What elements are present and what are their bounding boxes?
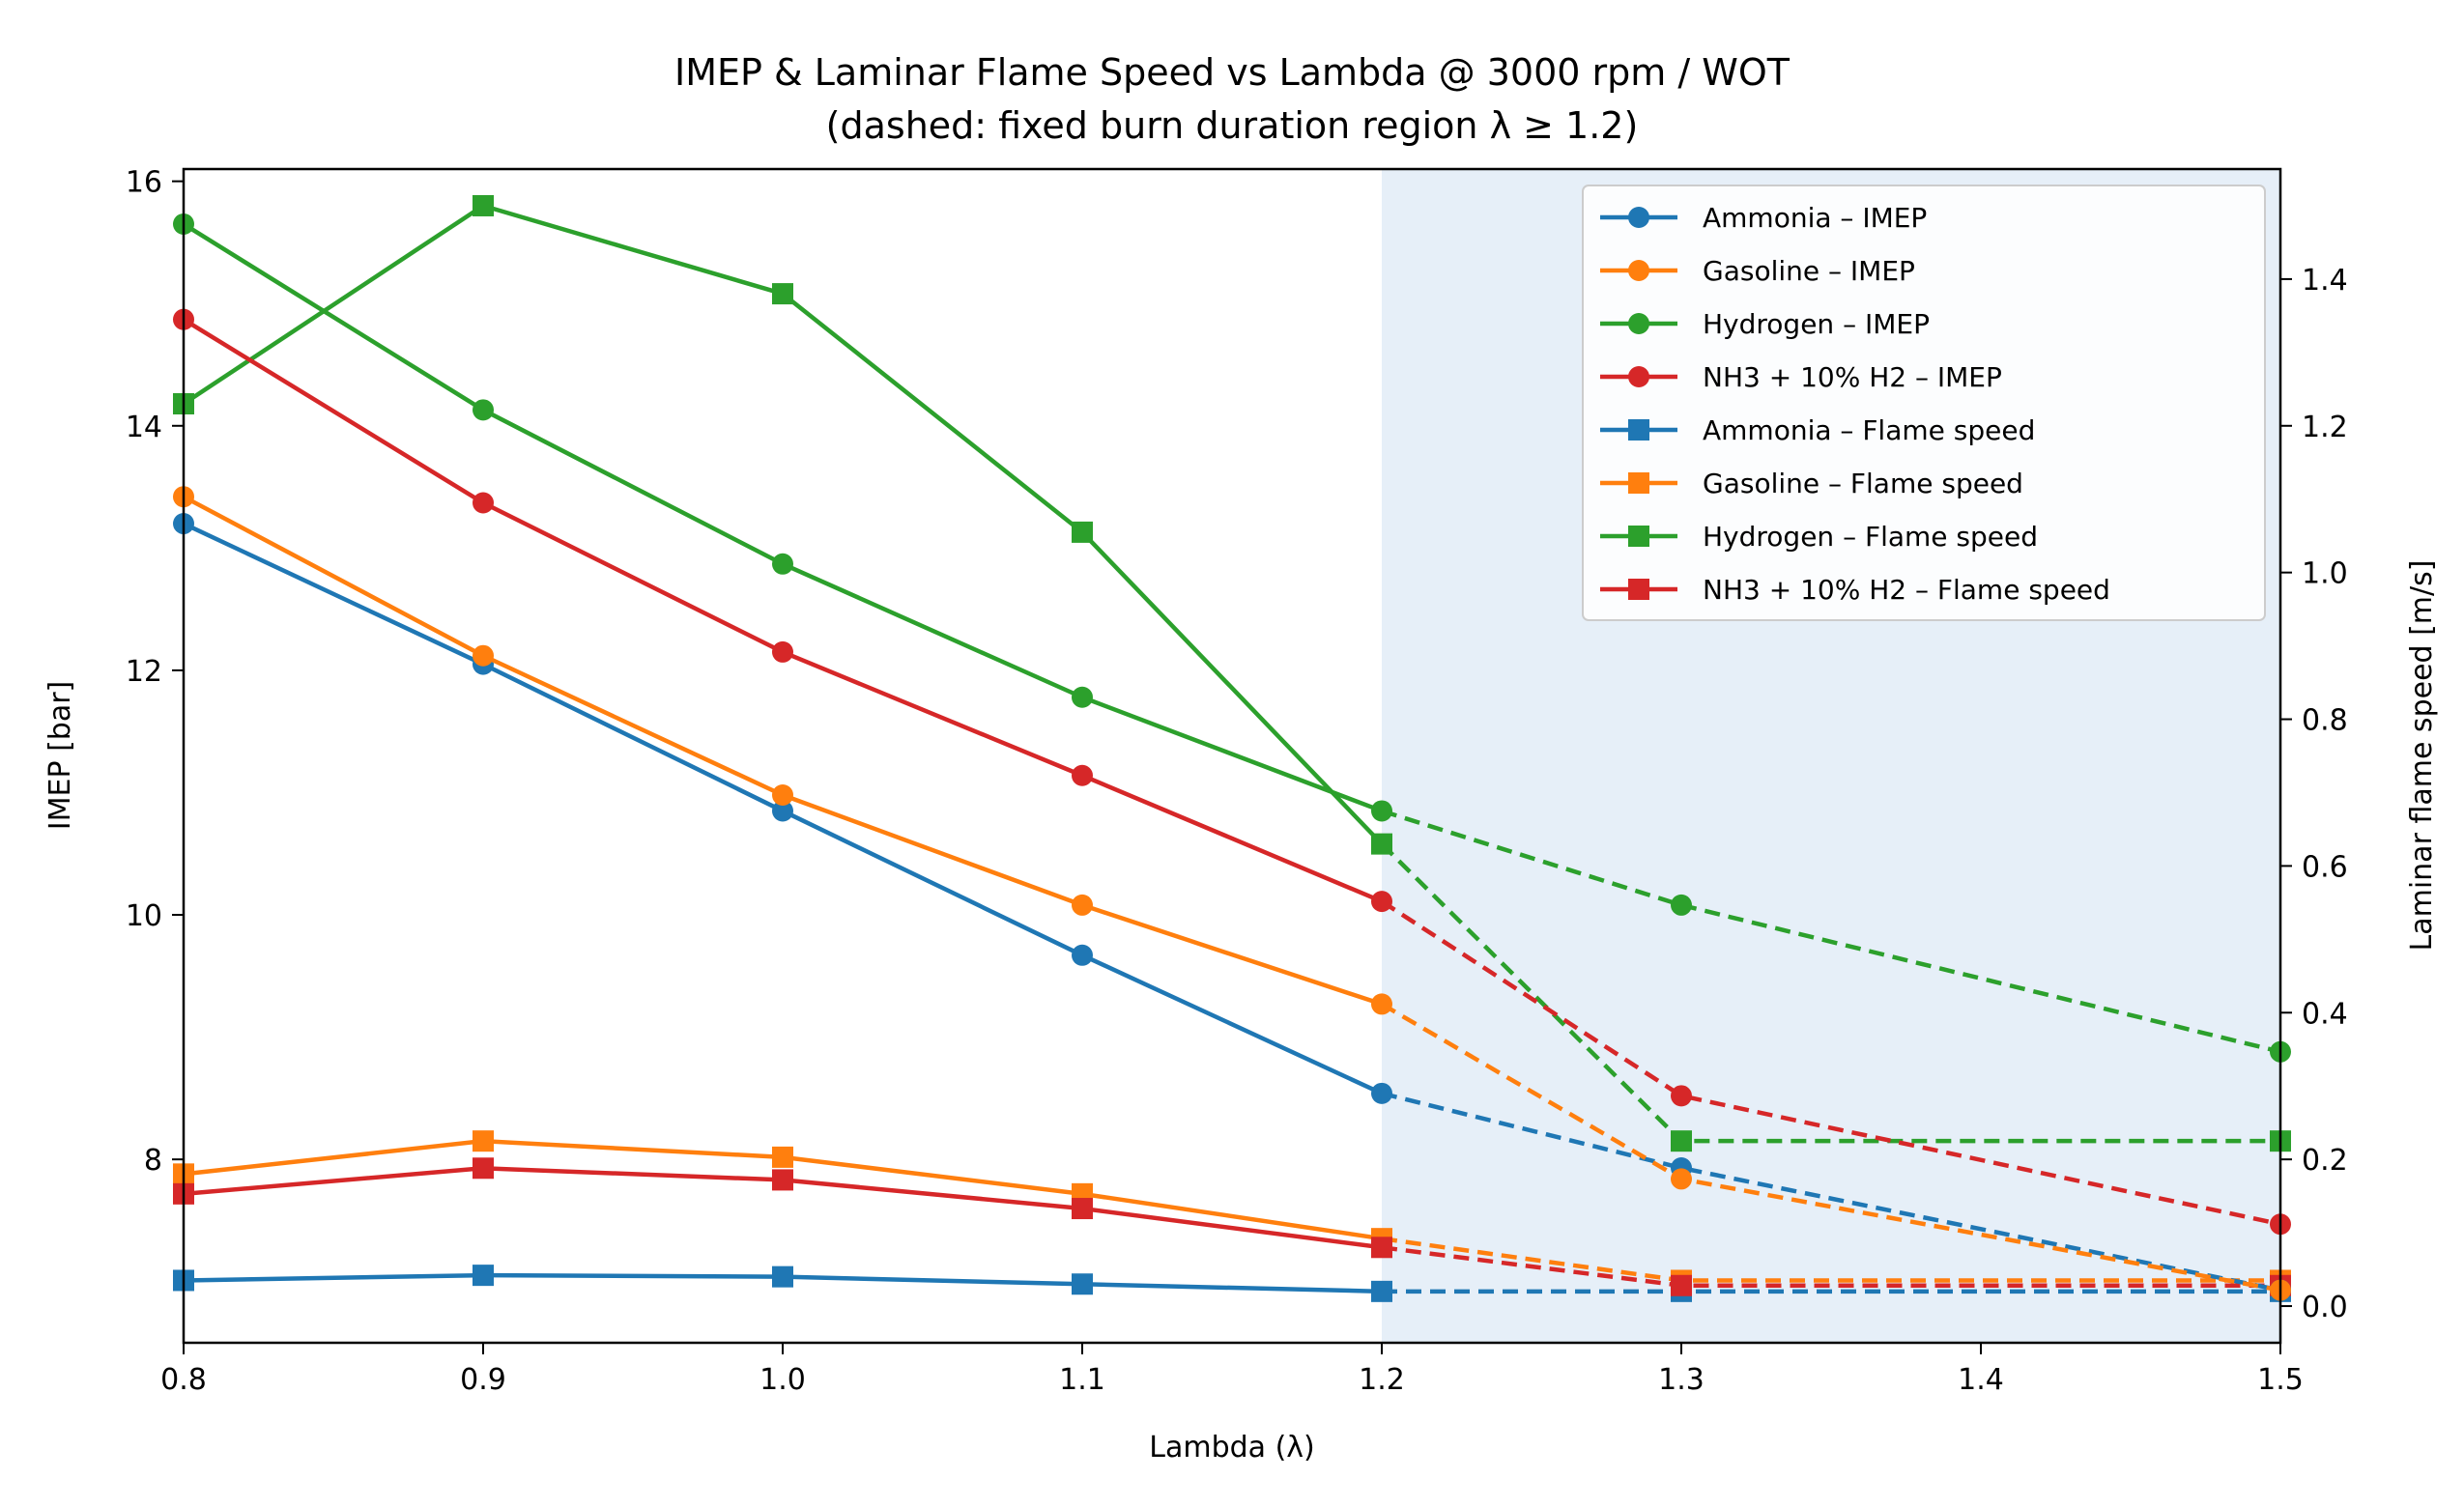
chart-title: IMEP & Laminar Flame Speed vs Lambda @ 3…: [674, 51, 1791, 94]
x-axis-label: Lambda (λ): [1149, 1431, 1315, 1464]
y-tick-label-left: 12: [126, 655, 162, 689]
series-1: [173, 486, 2291, 1301]
legend-marker: [1628, 260, 1649, 281]
legend-marker: [1628, 526, 1649, 547]
y-axis-label-left: IMEP [bar]: [43, 681, 77, 830]
y-tick-label-left: 14: [126, 411, 162, 444]
y-tick-label-right: 1.2: [2302, 411, 2348, 444]
data-point: [1371, 833, 1392, 855]
data-point: [1072, 521, 1093, 543]
series-7: [173, 1157, 2291, 1296]
x-tick-label: 1.1: [1059, 1363, 1105, 1397]
y-tick-label-left: 10: [126, 899, 162, 933]
series-line-dashed: [1381, 809, 2281, 1054]
x-tick-label: 1.4: [1958, 1363, 2004, 1397]
data-point: [772, 640, 793, 663]
legend-item: NH3 + 10% H2 – Flame speed: [1600, 574, 2110, 606]
series-layer: [173, 194, 2291, 1302]
legend-label: Hydrogen – Flame speed: [1703, 521, 2038, 553]
y-tick-label-right: 0.2: [2302, 1144, 2348, 1178]
legend: Ammonia – IMEP Gasoline – IMEP Hydrogen – …: [1582, 185, 2266, 621]
legend-label: Gasoline – Flame speed: [1703, 468, 2023, 499]
x-tick-label: 1.2: [1359, 1363, 1405, 1397]
legend-label: Ammonia – IMEP: [1703, 202, 1927, 234]
data-point: [1371, 1280, 1392, 1302]
data-point: [1671, 1085, 1692, 1107]
series-3: [173, 308, 2291, 1236]
legend-box: [1582, 185, 2266, 621]
y-tick-label-right: 0.0: [2302, 1291, 2348, 1324]
data-point: [1072, 686, 1093, 708]
chart-subtitle: (dashed: fixed burn duration region λ ≥ …: [826, 104, 1639, 147]
legend-marker: [1628, 207, 1649, 228]
plot-frame: [182, 167, 2282, 1345]
data-point: [473, 1130, 494, 1152]
data-point: [772, 800, 793, 822]
data-point: [772, 553, 793, 575]
data-point: [1671, 1274, 1692, 1296]
data-point: [1371, 1082, 1392, 1104]
legend-item: Hydrogen – IMEP: [1600, 308, 1930, 340]
data-point: [1371, 800, 1392, 822]
legend-label: NH3 + 10% H2 – IMEP: [1703, 361, 2002, 393]
data-point: [772, 283, 793, 305]
data-point: [473, 1265, 494, 1287]
y-tick-label-right: 0.4: [2302, 997, 2348, 1031]
legend-item: Ammonia – Flame speed: [1600, 414, 2035, 446]
data-point: [1072, 944, 1093, 966]
legend-marker: [1628, 366, 1649, 387]
y-tick-label-right: 0.8: [2302, 704, 2348, 738]
data-point: [473, 644, 494, 667]
data-point: [1072, 1273, 1093, 1295]
data-point: [473, 492, 494, 514]
y-tick-label-right: 0.6: [2302, 850, 2348, 884]
data-point: [473, 1157, 494, 1180]
x-tick-label: 0.9: [460, 1363, 506, 1397]
legend-item: Gasoline – IMEP: [1600, 255, 1915, 287]
data-point: [1371, 993, 1392, 1015]
x-tick-label: 0.8: [160, 1363, 207, 1397]
x-tick-label: 1.3: [1658, 1363, 1705, 1397]
legend-label: NH3 + 10% H2 – Flame speed: [1703, 574, 2110, 606]
data-point: [473, 194, 494, 216]
legend-marker: [1628, 419, 1649, 441]
legend-item: Gasoline – Flame speed: [1600, 468, 2023, 499]
data-point: [1371, 891, 1392, 913]
x-tick-label: 1.5: [2257, 1363, 2304, 1397]
legend-marker: [1628, 313, 1649, 334]
legend-label: Ammonia – Flame speed: [1703, 414, 2035, 446]
legend-label: Gasoline – IMEP: [1703, 255, 1915, 287]
data-point: [772, 1169, 793, 1191]
data-point: [1072, 1198, 1093, 1220]
data-point: [1671, 894, 1692, 916]
data-point: [1671, 1168, 1692, 1190]
data-point: [772, 1146, 793, 1168]
axes-layer: 0.8 0.9 1.0 1.1 1.2 1.3 1.4 1.5 8 10 12 14 16 0.0 0.2 0…: [126, 166, 2348, 1397]
series-line-dashed: [1381, 1091, 2281, 1293]
data-point: [772, 1265, 793, 1288]
y-tick-label-left: 8: [144, 1144, 162, 1178]
y-tick-label-left: 16: [126, 166, 162, 200]
data-point: [1671, 1130, 1692, 1152]
y-tick-label-right: 1.0: [2302, 557, 2348, 591]
legend-marker: [1628, 472, 1649, 494]
series-4: [173, 1265, 2291, 1302]
legend-marker: [1628, 579, 1649, 600]
legend-item: Hydrogen – Flame speed: [1600, 521, 2038, 553]
x-tick-label: 1.0: [759, 1363, 806, 1397]
data-point: [1371, 1237, 1392, 1259]
data-point: [772, 784, 793, 806]
data-point: [1072, 894, 1093, 916]
legend-label: Hydrogen – IMEP: [1703, 308, 1930, 340]
data-point: [1072, 764, 1093, 786]
legend-item: NH3 + 10% H2 – IMEP: [1600, 361, 2002, 393]
legend-item: Ammonia – IMEP: [1600, 202, 1927, 234]
y-tick-label-right: 1.4: [2302, 264, 2348, 298]
y-axis-label-right: Laminar flame speed [m/s]: [2405, 560, 2439, 952]
data-point: [473, 399, 494, 421]
legend-items: Ammonia – IMEP Gasoline – IMEP Hydrogen – …: [1600, 202, 2110, 606]
